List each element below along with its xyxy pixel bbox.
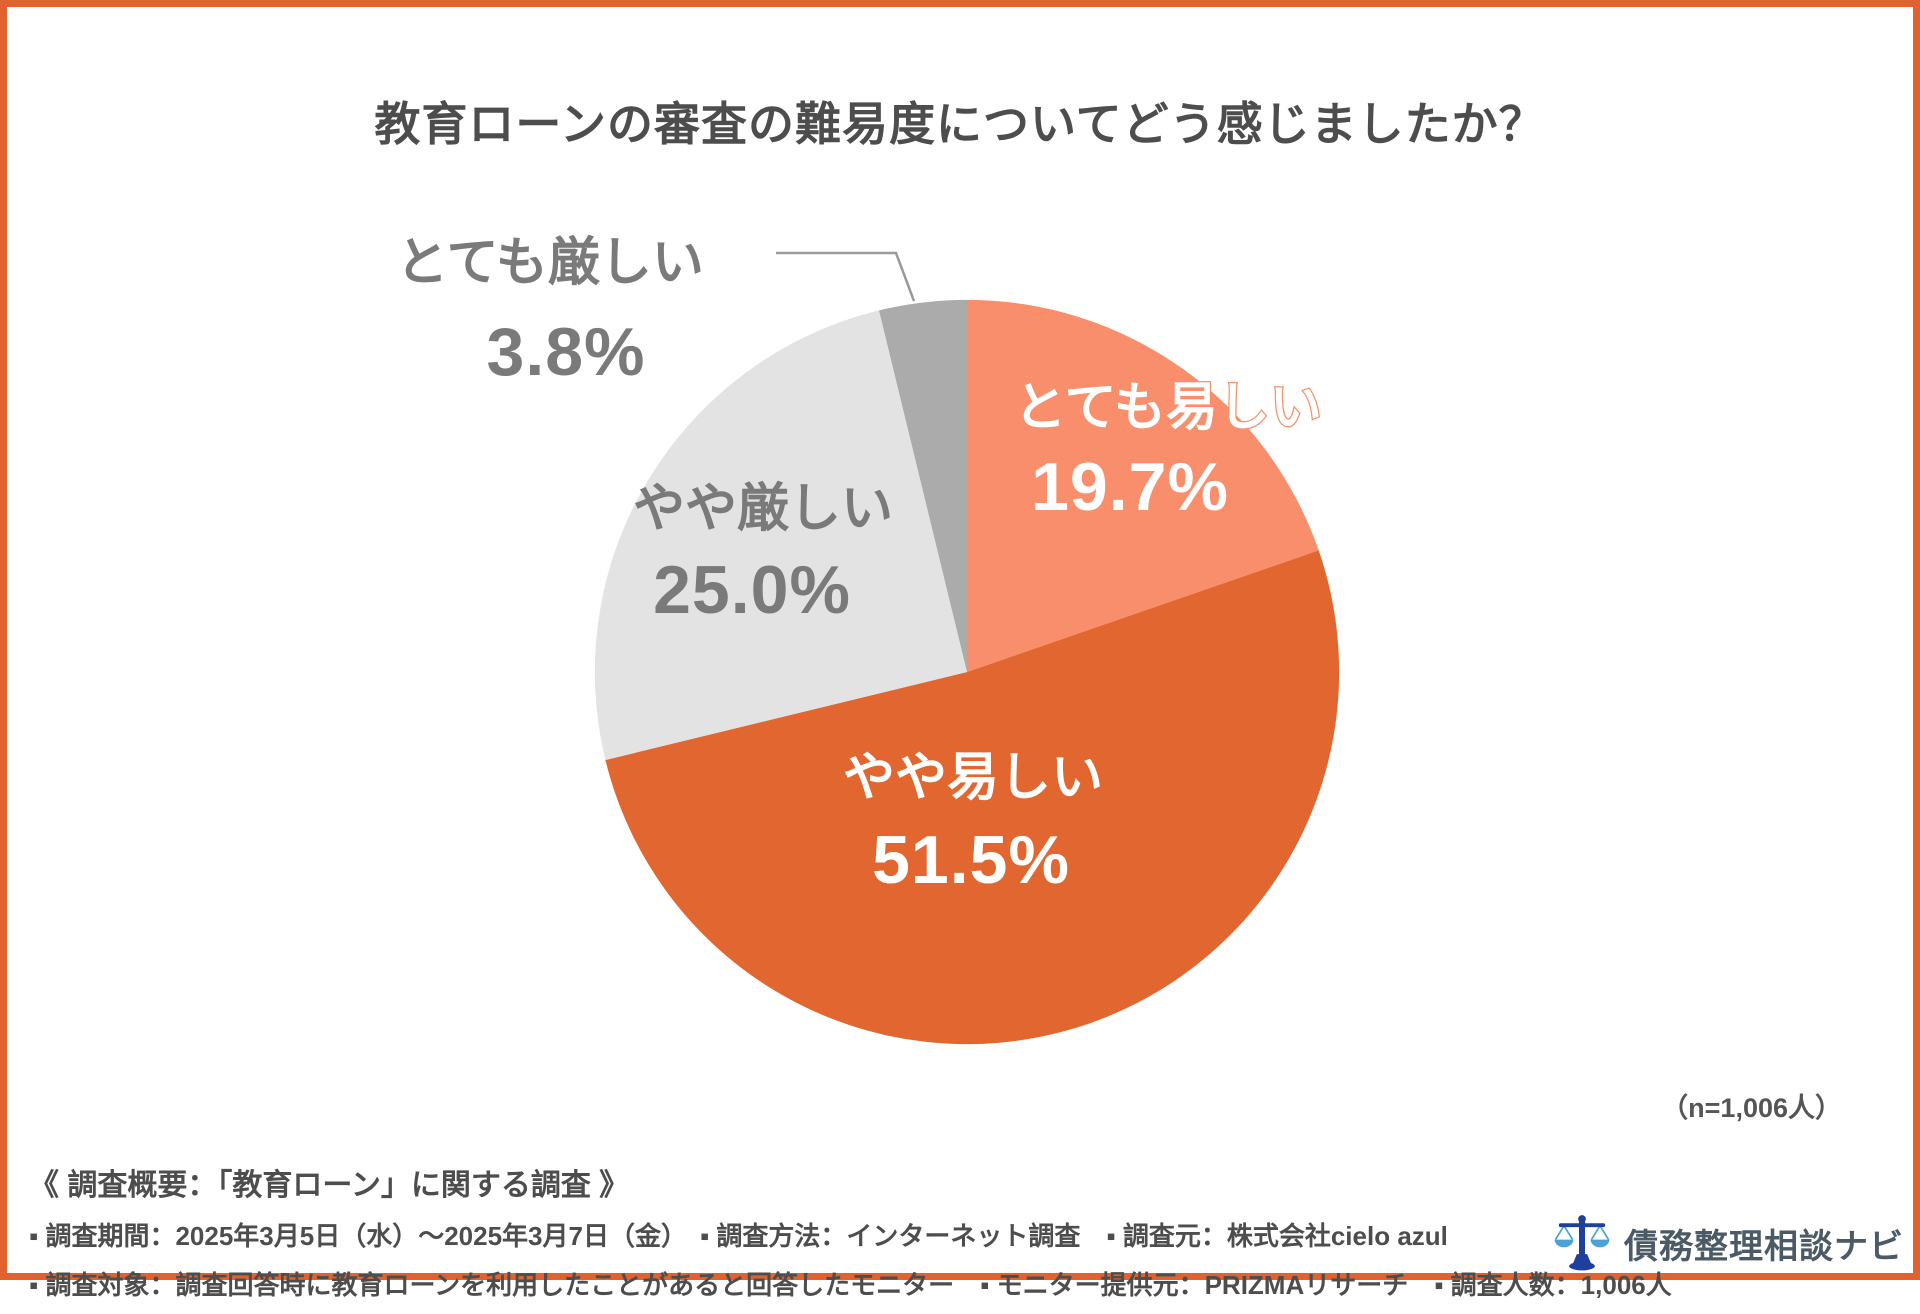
pie-slice-0 — [967, 299, 1319, 672]
slice-pct-very-hard: 3.8% — [486, 314, 646, 390]
slice-pct-somewhat-hard: 25.0% — [653, 552, 851, 628]
brand-logo-text: 債務整理相談ナビ — [1624, 1228, 1904, 1266]
survey-overview: 《 調査概要：「教育ローン」に関する調査 》 ▪ 調査期間：2025年3月5日（… — [29, 1160, 1672, 1314]
slice-pct-very-easy: 19.7% — [1031, 449, 1229, 525]
survey-line-period-method-source: ▪ 調査期間：2025年3月5日（水）～2025年3月7日（金） ▪ 調査方法：… — [29, 1221, 1448, 1251]
brand-logo: 債務整理相談ナビ — [1552, 1212, 1904, 1274]
chart-title: 教育ローンの審査の難易度についてどう感じましたか？ — [374, 98, 1546, 150]
slice-label-somewhat-easy: やや易しい — [842, 749, 1104, 807]
survey-heading: 《 調査概要：「教育ローン」に関する調査 》 — [29, 1169, 630, 1202]
slice-pct-somewhat-easy: 51.5% — [872, 822, 1070, 898]
slice-label-somewhat-hard: やや厳しい — [632, 480, 894, 538]
sample-size-label: （n=1,006人） — [1661, 1093, 1842, 1123]
slice-label-very-easy: とても易しい — [1013, 379, 1323, 437]
pie-slice-1 — [605, 550, 1340, 1045]
pie-chart — [594, 299, 1340, 1045]
scales-of-justice-icon — [1554, 1215, 1610, 1271]
pie-chart-area — [593, 298, 1341, 1046]
pie-slice-3 — [878, 299, 967, 672]
survey-line-target-provider-count: ▪ 調査対象：調査回答時に教育ローンを利用したことがあると回答したモニター ▪ … — [29, 1270, 1672, 1300]
pie-slice-2 — [594, 310, 967, 761]
slice-label-very-hard: とても厳しい — [396, 234, 704, 292]
